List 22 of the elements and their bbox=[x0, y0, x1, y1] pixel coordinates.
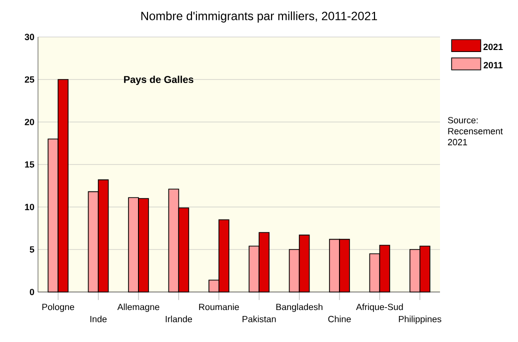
x-tick-label: Chine bbox=[328, 316, 351, 322]
x-tick-label: Allemagne bbox=[117, 304, 160, 312]
source-note: Source: Recensement 2021 bbox=[448, 117, 503, 146]
x-tick-label: Bangladesh bbox=[276, 304, 322, 312]
y-tick-label: 0 bbox=[30, 288, 34, 296]
x-tick-label: Roumanie bbox=[199, 304, 239, 310]
x-tick-label: Inde bbox=[90, 316, 107, 322]
y-tick-label: 15 bbox=[25, 161, 34, 168]
x-tick-label: Afrique-Sud bbox=[356, 304, 403, 312]
x-tick-label: Irlande bbox=[166, 316, 192, 322]
y-tick-label: 30 bbox=[24, 34, 34, 40]
legend-label: 2021 bbox=[483, 44, 503, 50]
legend-label: 2011 bbox=[484, 62, 503, 68]
x-tick-label: Philippines bbox=[398, 316, 442, 324]
chart-title: Nombre d'immigrants par milliers, 2011-2021 bbox=[141, 11, 378, 23]
y-tick-label: 10 bbox=[25, 204, 34, 210]
y-tick-label: 5 bbox=[30, 246, 34, 253]
x-tick-label: Pologne bbox=[42, 304, 74, 312]
x-tick-label: Pakistan bbox=[242, 316, 276, 322]
y-tick-label: 25 bbox=[24, 76, 34, 83]
text: Pays de Galles bbox=[124, 76, 194, 85]
y-tick-label: 20 bbox=[24, 118, 34, 126]
